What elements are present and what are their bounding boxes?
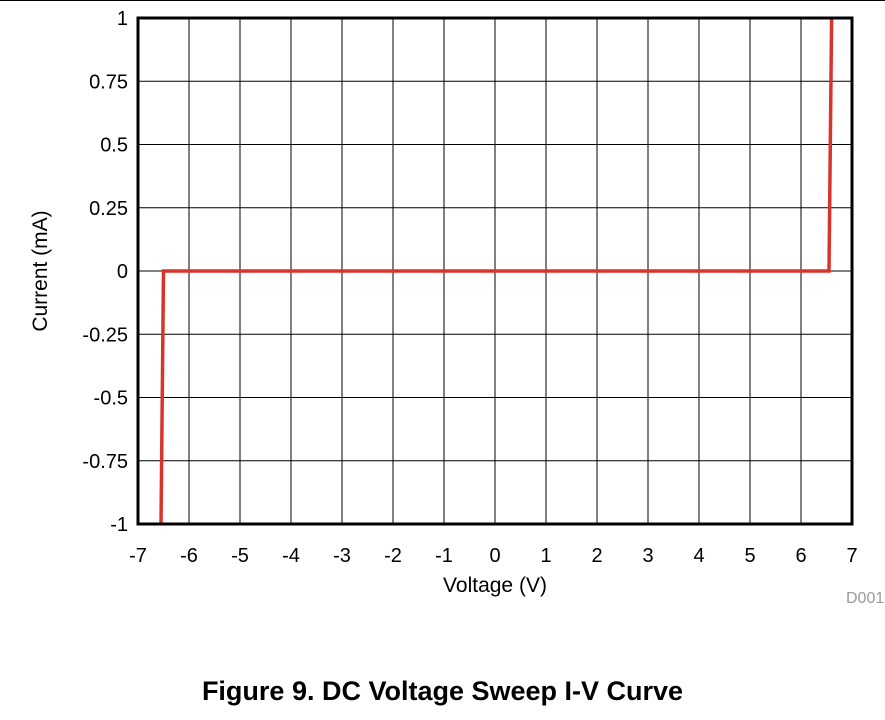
y-tick-label: -0.5: [94, 388, 128, 410]
y-tick-label: -0.25: [82, 324, 128, 346]
x-tick-label: -6: [180, 545, 198, 567]
iv-curve-chart: -7 -6 -5 -4 -3 -2 -1 0 1 2 3 4 5 6 7 -1 -0.75 -0.5 -0.25 0…: [29, 8, 884, 607]
x-tick-labels: -7 -6 -5 -4 -3 -2 -1 0 1 2 3 4 5 6 7: [129, 545, 857, 567]
x-tick-label: 7: [846, 545, 857, 567]
y-tick-label: -0.75: [82, 451, 128, 473]
y-axis-label: Current (mA): [29, 210, 52, 331]
y-tick-label: 0.25: [89, 198, 128, 220]
y-tick-label: -1: [110, 514, 128, 536]
figure-caption: Figure 9. DC Voltage Sweep I-V Curve: [201, 676, 684, 706]
y-tick-label: 0.75: [89, 71, 128, 93]
x-tick-label: 3: [642, 545, 653, 567]
x-tick-label: -3: [333, 545, 351, 567]
x-tick-label: -1: [435, 545, 453, 567]
x-tick-label: 0: [489, 545, 500, 567]
document-label: D001: [846, 590, 884, 607]
x-tick-label: 1: [540, 545, 551, 567]
plot-frame: [136, 16, 854, 526]
top-rule: [0, 0, 885, 1]
y-tick-labels: -1 -0.75 -0.5 -0.25 0 0.25 0.5 0.75 1: [82, 8, 128, 536]
x-tick-label: -4: [282, 545, 300, 567]
x-tick-label: 6: [795, 545, 806, 567]
series-group: [159, 17, 834, 525]
x-tick-label: -2: [384, 545, 402, 567]
series-line-0: [159, 17, 834, 525]
y-tick-label: 1: [117, 8, 128, 30]
x-tick-label: 2: [591, 545, 602, 567]
x-tick-label: -7: [129, 545, 147, 567]
x-axis-label: Voltage (V): [443, 574, 547, 597]
x-tick-label: 5: [744, 545, 755, 567]
x-tick-label: -5: [231, 545, 249, 567]
x-tick-label: 4: [693, 545, 704, 567]
y-tick-label: 0: [117, 261, 128, 283]
y-tick-label: 0.5: [100, 135, 128, 157]
